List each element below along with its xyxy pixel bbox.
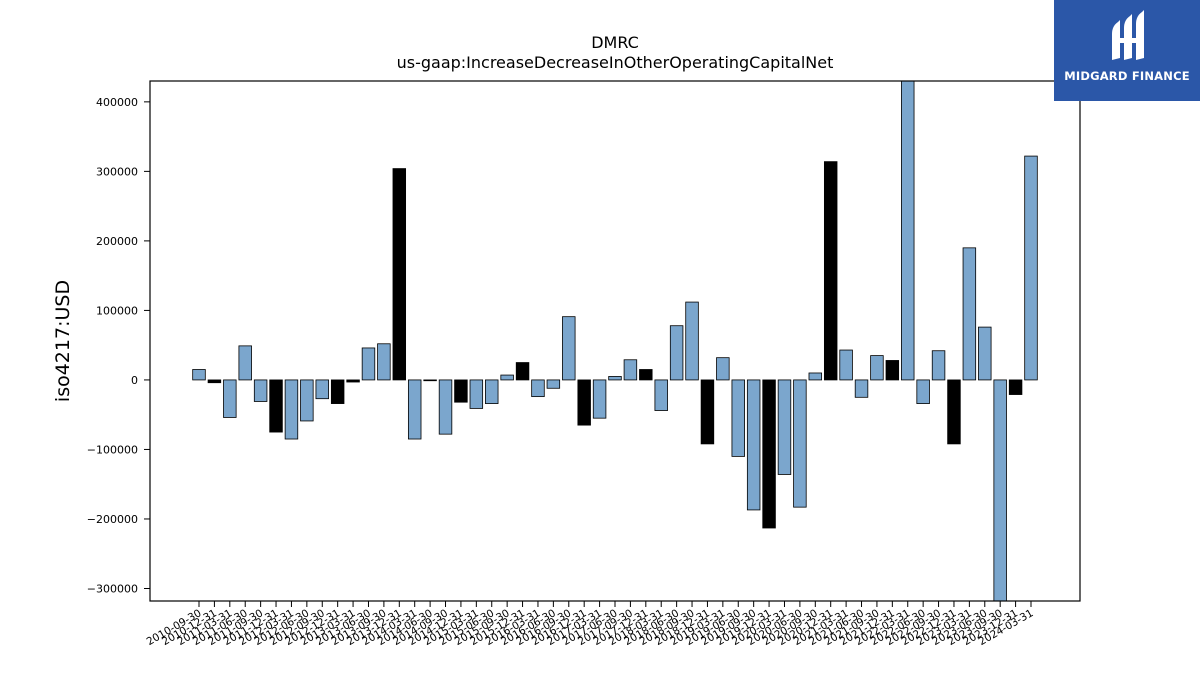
- bar-2017-09-30: [623, 359, 638, 381]
- bar-2015-03-31: [469, 379, 484, 409]
- bar-2020-03-31: [777, 379, 792, 475]
- bar-2021-12-31: [885, 360, 900, 381]
- bar-2022-03-31: [901, 80, 915, 381]
- bar-2024-03-31: [1024, 155, 1038, 381]
- bar-2012-03-31: [284, 379, 299, 440]
- y-tick-label: 400000: [96, 96, 138, 109]
- brand-name: MIDGARD FINANCE: [1064, 69, 1190, 83]
- bar-2022-12-31: [947, 379, 961, 445]
- bar-2016-03-31: [531, 379, 545, 398]
- bar-2019-06-30: [731, 379, 745, 457]
- bar-2021-06-30: [854, 379, 869, 398]
- y-tick-label: 100000: [96, 304, 138, 317]
- bar-2014-06-30: [423, 379, 437, 382]
- bar-2010-09-30: [192, 369, 206, 381]
- midgard-logo-icon: [1112, 10, 1144, 60]
- bar-2011-09-30: [253, 379, 268, 402]
- plot-frame: [149, 80, 1081, 602]
- bar-2017-12-31: [639, 369, 653, 381]
- y-axis-label: iso4217:USD: [52, 280, 74, 402]
- bar-2011-06-30: [238, 345, 252, 381]
- bar-2012-06-30: [300, 379, 314, 422]
- bar-2017-06-30: [608, 376, 622, 381]
- bar-2023-12-31: [1008, 379, 1023, 395]
- bar-2023-03-31: [962, 247, 977, 381]
- bar-2021-09-30: [870, 355, 884, 381]
- y-tick-label: 300000: [96, 165, 138, 178]
- bar-2012-09-30: [315, 379, 329, 400]
- bar-2014-09-30: [438, 379, 453, 435]
- bar-2021-03-31: [839, 349, 853, 381]
- bar-2012-12-31: [330, 379, 345, 404]
- bar-2013-09-30: [377, 343, 391, 381]
- bar-2018-12-31: [700, 379, 715, 445]
- bar-2014-03-31: [407, 379, 422, 440]
- bar-2019-09-30: [746, 379, 761, 511]
- y-tick-label: −300000: [87, 582, 138, 595]
- y-tick-label: −200000: [87, 513, 138, 526]
- bar-2016-12-31: [577, 379, 591, 426]
- bar-2020-09-30: [808, 372, 823, 381]
- bar-2016-06-30: [546, 379, 561, 389]
- bar-2022-06-30: [916, 379, 930, 404]
- bar-2015-09-30: [500, 374, 514, 381]
- bar-2011-03-31: [223, 379, 237, 418]
- bar-2023-09-30: [993, 379, 1007, 602]
- bar-2022-09-30: [931, 350, 946, 381]
- bar-2018-09-30: [685, 301, 699, 381]
- bar-2013-12-31: [392, 168, 407, 381]
- bar-2014-12-31: [454, 379, 468, 403]
- bar-2020-06-30: [793, 379, 807, 508]
- bar-2013-06-30: [361, 347, 376, 381]
- bar-2010-12-31: [207, 379, 222, 384]
- y-tick-label: 200000: [96, 235, 138, 248]
- bar-2016-09-30: [562, 316, 576, 381]
- bar-2018-06-30: [669, 325, 684, 381]
- bar-2019-12-31: [762, 379, 776, 529]
- bar-2017-03-31: [592, 379, 607, 419]
- x-axis: 2010-09-302010-12-312011-03-312011-06-30…: [145, 601, 1036, 648]
- y-tick-label: 0: [131, 374, 138, 387]
- bar-2015-12-31: [515, 362, 530, 381]
- bar-2011-12-31: [269, 379, 283, 433]
- bar-2015-06-30: [485, 379, 499, 404]
- bar-2020-12-31: [823, 161, 838, 381]
- y-axis: −300000 −200000 −100000 0 100000 200000 300000…: [87, 96, 150, 595]
- bar-2019-03-31: [716, 357, 730, 381]
- chart-subtitle: us-gaap:IncreaseDecreaseInOtherOperating…: [397, 53, 834, 72]
- bar-2013-03-31: [346, 379, 360, 383]
- midgard-finance-logo: MIDGARD FINANCE: [1054, 0, 1200, 101]
- chart-title: DMRC: [591, 33, 639, 52]
- bar-2023-06-30: [978, 326, 992, 381]
- bar-2018-03-31: [654, 379, 668, 411]
- bars-layer: [192, 80, 1038, 602]
- y-tick-label: −100000: [87, 443, 138, 456]
